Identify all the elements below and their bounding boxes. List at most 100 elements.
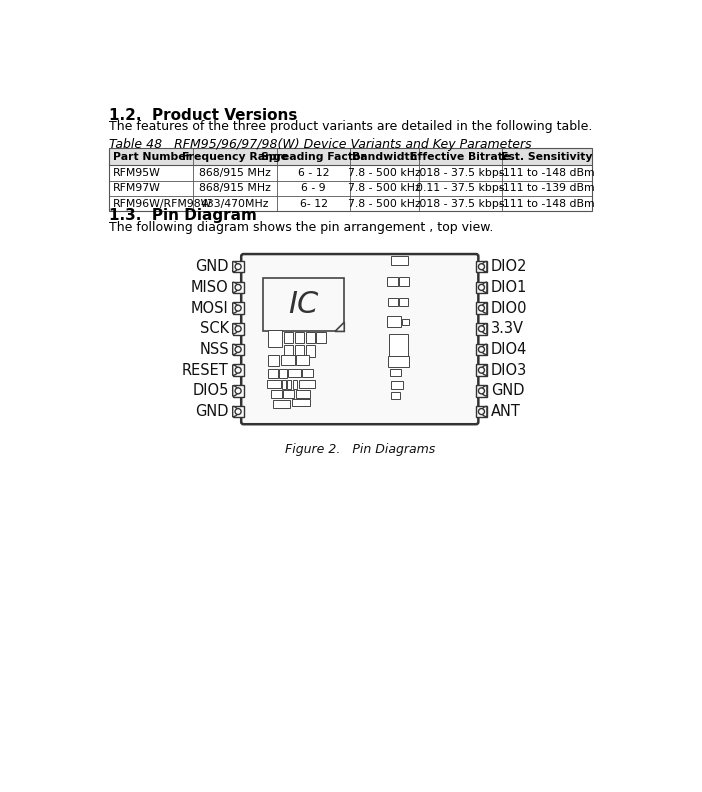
Text: DIO5: DIO5: [192, 383, 229, 398]
Bar: [232, 261, 244, 272]
Text: ANT: ANT: [491, 404, 521, 419]
Text: Est. Sensitivity: Est. Sensitivity: [501, 151, 592, 162]
Bar: [284, 332, 293, 343]
Text: MOSI: MOSI: [191, 301, 229, 315]
Circle shape: [235, 367, 241, 373]
Bar: [232, 364, 244, 376]
Bar: [232, 385, 244, 397]
Text: The features of the three product variants are detailed in the following table.: The features of the three product varian…: [110, 120, 592, 133]
Circle shape: [479, 388, 484, 394]
Bar: [390, 368, 401, 376]
Wedge shape: [232, 282, 238, 292]
Text: IC: IC: [289, 290, 319, 319]
Text: 7.8 - 500 kHz: 7.8 - 500 kHz: [348, 183, 421, 193]
Text: 0.11 - 37.5 kbps: 0.11 - 37.5 kbps: [416, 183, 505, 193]
Circle shape: [479, 284, 484, 291]
Circle shape: [479, 367, 484, 373]
Text: 433/470MHz: 433/470MHz: [201, 199, 270, 208]
Wedge shape: [232, 345, 238, 355]
Wedge shape: [232, 386, 238, 396]
Text: 1.2.  Product Versions: 1.2. Product Versions: [110, 109, 298, 123]
Bar: [476, 282, 487, 293]
PathPatch shape: [335, 322, 344, 331]
Text: Figure 2.   Pin Diagrams: Figure 2. Pin Diagrams: [284, 444, 435, 456]
Text: Frequency Range: Frequency Range: [182, 151, 288, 162]
Bar: [268, 330, 282, 347]
Bar: [287, 380, 291, 389]
Text: 3.3V: 3.3V: [491, 322, 524, 337]
Text: Table 48   RFM95/96/97/98(W) Device Variants and Key Parameters: Table 48 RFM95/96/97/98(W) Device Varian…: [110, 138, 532, 151]
Circle shape: [235, 409, 241, 414]
Text: NSS: NSS: [199, 342, 229, 357]
Wedge shape: [482, 303, 487, 314]
Bar: [293, 380, 297, 389]
Bar: [232, 406, 244, 417]
Bar: [296, 390, 310, 398]
Text: 7.8 - 500 kHz: 7.8 - 500 kHz: [348, 199, 421, 208]
Circle shape: [235, 264, 241, 270]
Text: Effective Bitrate: Effective Bitrate: [411, 151, 510, 162]
Bar: [283, 390, 294, 398]
Bar: [399, 298, 408, 306]
Bar: [388, 356, 409, 367]
Text: 1.3.  Pin Diagram: 1.3. Pin Diagram: [110, 208, 258, 223]
Bar: [232, 282, 244, 293]
Bar: [289, 369, 301, 377]
Bar: [399, 277, 409, 286]
Text: Spreading Factor: Spreading Factor: [261, 151, 366, 162]
Text: DIO3: DIO3: [491, 363, 527, 378]
Circle shape: [479, 409, 484, 414]
Wedge shape: [232, 365, 238, 375]
Bar: [271, 390, 282, 398]
FancyBboxPatch shape: [263, 278, 344, 331]
Bar: [295, 345, 304, 357]
Circle shape: [479, 305, 484, 311]
Text: RFM97W: RFM97W: [113, 183, 161, 193]
Bar: [476, 303, 487, 314]
Text: The following diagram shows the pin arrangement , top view.: The following diagram shows the pin arra…: [110, 221, 494, 234]
Bar: [267, 380, 281, 387]
Text: 6- 12: 6- 12: [300, 199, 328, 208]
Text: -111 to -148 dBm: -111 to -148 dBm: [499, 199, 595, 208]
Text: 7.8 - 500 kHz: 7.8 - 500 kHz: [348, 168, 421, 178]
Bar: [476, 344, 487, 356]
Wedge shape: [232, 303, 238, 314]
Bar: [476, 364, 487, 376]
Text: DIO0: DIO0: [491, 301, 527, 315]
Circle shape: [235, 284, 241, 291]
FancyBboxPatch shape: [241, 254, 478, 425]
Text: RFM95W: RFM95W: [113, 168, 161, 178]
Bar: [291, 399, 310, 406]
Bar: [387, 277, 398, 286]
Wedge shape: [232, 324, 238, 334]
Circle shape: [235, 388, 241, 394]
Bar: [279, 369, 287, 379]
Bar: [303, 369, 313, 377]
Bar: [110, 148, 592, 165]
Bar: [391, 256, 408, 265]
Bar: [295, 332, 304, 343]
Bar: [281, 356, 295, 364]
Text: DIO4: DIO4: [491, 342, 527, 357]
Text: 868/915 MHz: 868/915 MHz: [199, 183, 271, 193]
Bar: [232, 303, 244, 314]
Circle shape: [479, 264, 484, 270]
Wedge shape: [482, 386, 487, 396]
Circle shape: [235, 326, 241, 332]
Text: .018 - 37.5 kbps: .018 - 37.5 kbps: [416, 199, 505, 208]
Circle shape: [235, 305, 241, 311]
Bar: [391, 381, 403, 390]
Bar: [284, 345, 293, 357]
Text: DIO2: DIO2: [491, 259, 527, 274]
Text: -111 to -139 dBm: -111 to -139 dBm: [499, 183, 595, 193]
Text: GND: GND: [491, 383, 524, 398]
Bar: [476, 323, 487, 334]
Bar: [232, 344, 244, 356]
Bar: [305, 332, 314, 343]
Text: Part Number: Part Number: [113, 151, 192, 162]
Text: DIO1: DIO1: [491, 280, 527, 295]
Wedge shape: [232, 406, 238, 417]
Bar: [389, 334, 408, 356]
Bar: [299, 380, 314, 387]
Wedge shape: [482, 365, 487, 375]
